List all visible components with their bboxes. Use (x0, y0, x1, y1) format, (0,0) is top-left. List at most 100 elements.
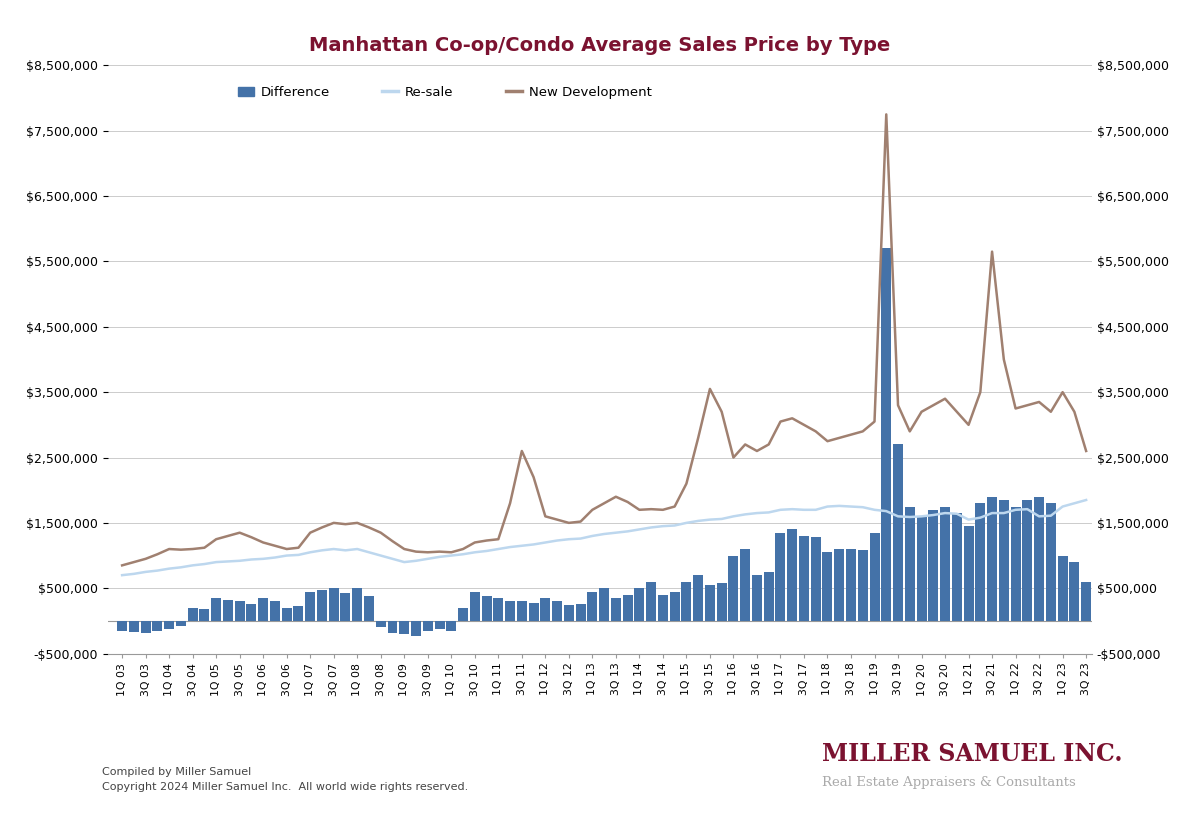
Bar (929, 510, 938, 621)
Bar (670, 592, 679, 621)
Bar (858, 551, 868, 621)
Bar (282, 608, 292, 621)
Bar (412, 621, 421, 636)
Bar (822, 552, 833, 621)
Bar (1069, 562, 1079, 621)
Bar (846, 549, 856, 621)
Bar (458, 608, 468, 621)
Bar (998, 500, 1009, 621)
Bar (118, 621, 127, 631)
Bar (905, 507, 914, 621)
Bar (317, 590, 326, 621)
Bar (704, 585, 715, 621)
Bar (517, 601, 527, 621)
Bar (552, 601, 562, 621)
Bar (623, 595, 632, 621)
Bar (353, 588, 362, 621)
Text: Compiled by Miller Samuel: Compiled by Miller Samuel (102, 766, 251, 776)
Bar (341, 593, 350, 621)
Bar (694, 575, 703, 621)
New Development (868, 417, 882, 426)
Bar (176, 621, 186, 626)
Bar (152, 621, 162, 632)
Bar (1034, 497, 1044, 621)
Bar (223, 600, 233, 621)
Bar (235, 601, 245, 621)
Bar (811, 538, 821, 621)
Bar (246, 604, 257, 621)
Bar (716, 583, 727, 621)
Bar (305, 592, 316, 621)
Text: MILLER SAMUEL INC.: MILLER SAMUEL INC. (822, 743, 1122, 766)
Bar (775, 533, 786, 621)
Bar (752, 575, 762, 621)
Bar (635, 588, 644, 621)
New Development (314, 523, 329, 533)
New Development (809, 426, 823, 436)
Bar (740, 549, 750, 621)
Text: Copyright 2024 Miller Samuel Inc.  All world wide rights reserved.: Copyright 2024 Miller Samuel Inc. All wo… (102, 782, 468, 792)
New Development (174, 545, 188, 555)
Re-sale (809, 505, 823, 515)
Bar (799, 536, 809, 621)
New Development (691, 433, 706, 443)
Bar (270, 601, 280, 621)
Bar (140, 621, 151, 632)
Bar (599, 588, 610, 621)
Bar (164, 621, 174, 629)
Bar (376, 621, 385, 627)
Bar (294, 606, 304, 621)
Bar (611, 598, 620, 621)
Bar (400, 621, 409, 634)
Bar (505, 601, 515, 621)
Bar (587, 592, 598, 621)
Bar (576, 604, 586, 621)
Bar (258, 598, 268, 621)
New Development (256, 538, 270, 547)
Bar (988, 497, 997, 621)
Bar (211, 598, 221, 621)
Bar (364, 596, 374, 621)
Bar (434, 621, 444, 629)
Bar (1081, 582, 1091, 621)
Bar (1010, 507, 1020, 621)
Bar (187, 608, 198, 621)
Bar (422, 621, 433, 631)
Re-sale (691, 516, 706, 526)
Bar (964, 526, 973, 621)
Re-sale (115, 570, 130, 580)
Text: Real Estate Appraisers & Consultants: Real Estate Appraisers & Consultants (822, 776, 1075, 789)
Bar (976, 503, 985, 621)
New Development (880, 109, 894, 119)
Bar (564, 605, 574, 621)
New Development (115, 560, 130, 570)
Title: Manhattan Co-op/Condo Average Sales Price by Type: Manhattan Co-op/Condo Average Sales Pric… (310, 37, 890, 56)
Bar (893, 444, 904, 621)
Bar (469, 592, 480, 621)
Bar (658, 595, 668, 621)
Bar (682, 582, 691, 621)
Bar (870, 533, 880, 621)
Bar (528, 603, 539, 621)
Bar (540, 598, 551, 621)
Legend: Difference, Re-sale, New Development: Difference, Re-sale, New Development (233, 81, 656, 105)
Bar (128, 621, 139, 632)
Re-sale (314, 546, 329, 556)
Bar (763, 572, 774, 621)
Bar (646, 582, 656, 621)
New Development (1079, 446, 1093, 456)
Bar (834, 549, 845, 621)
Bar (881, 248, 892, 621)
Line: Re-sale: Re-sale (122, 500, 1086, 575)
Re-sale (868, 505, 882, 515)
Re-sale (1079, 495, 1093, 505)
Bar (329, 588, 338, 621)
Bar (917, 516, 926, 621)
Bar (1022, 500, 1032, 621)
Bar (446, 621, 456, 631)
Bar (787, 529, 797, 621)
Bar (952, 513, 961, 621)
Bar (1046, 503, 1056, 621)
Bar (728, 556, 738, 621)
Re-sale (256, 554, 270, 564)
